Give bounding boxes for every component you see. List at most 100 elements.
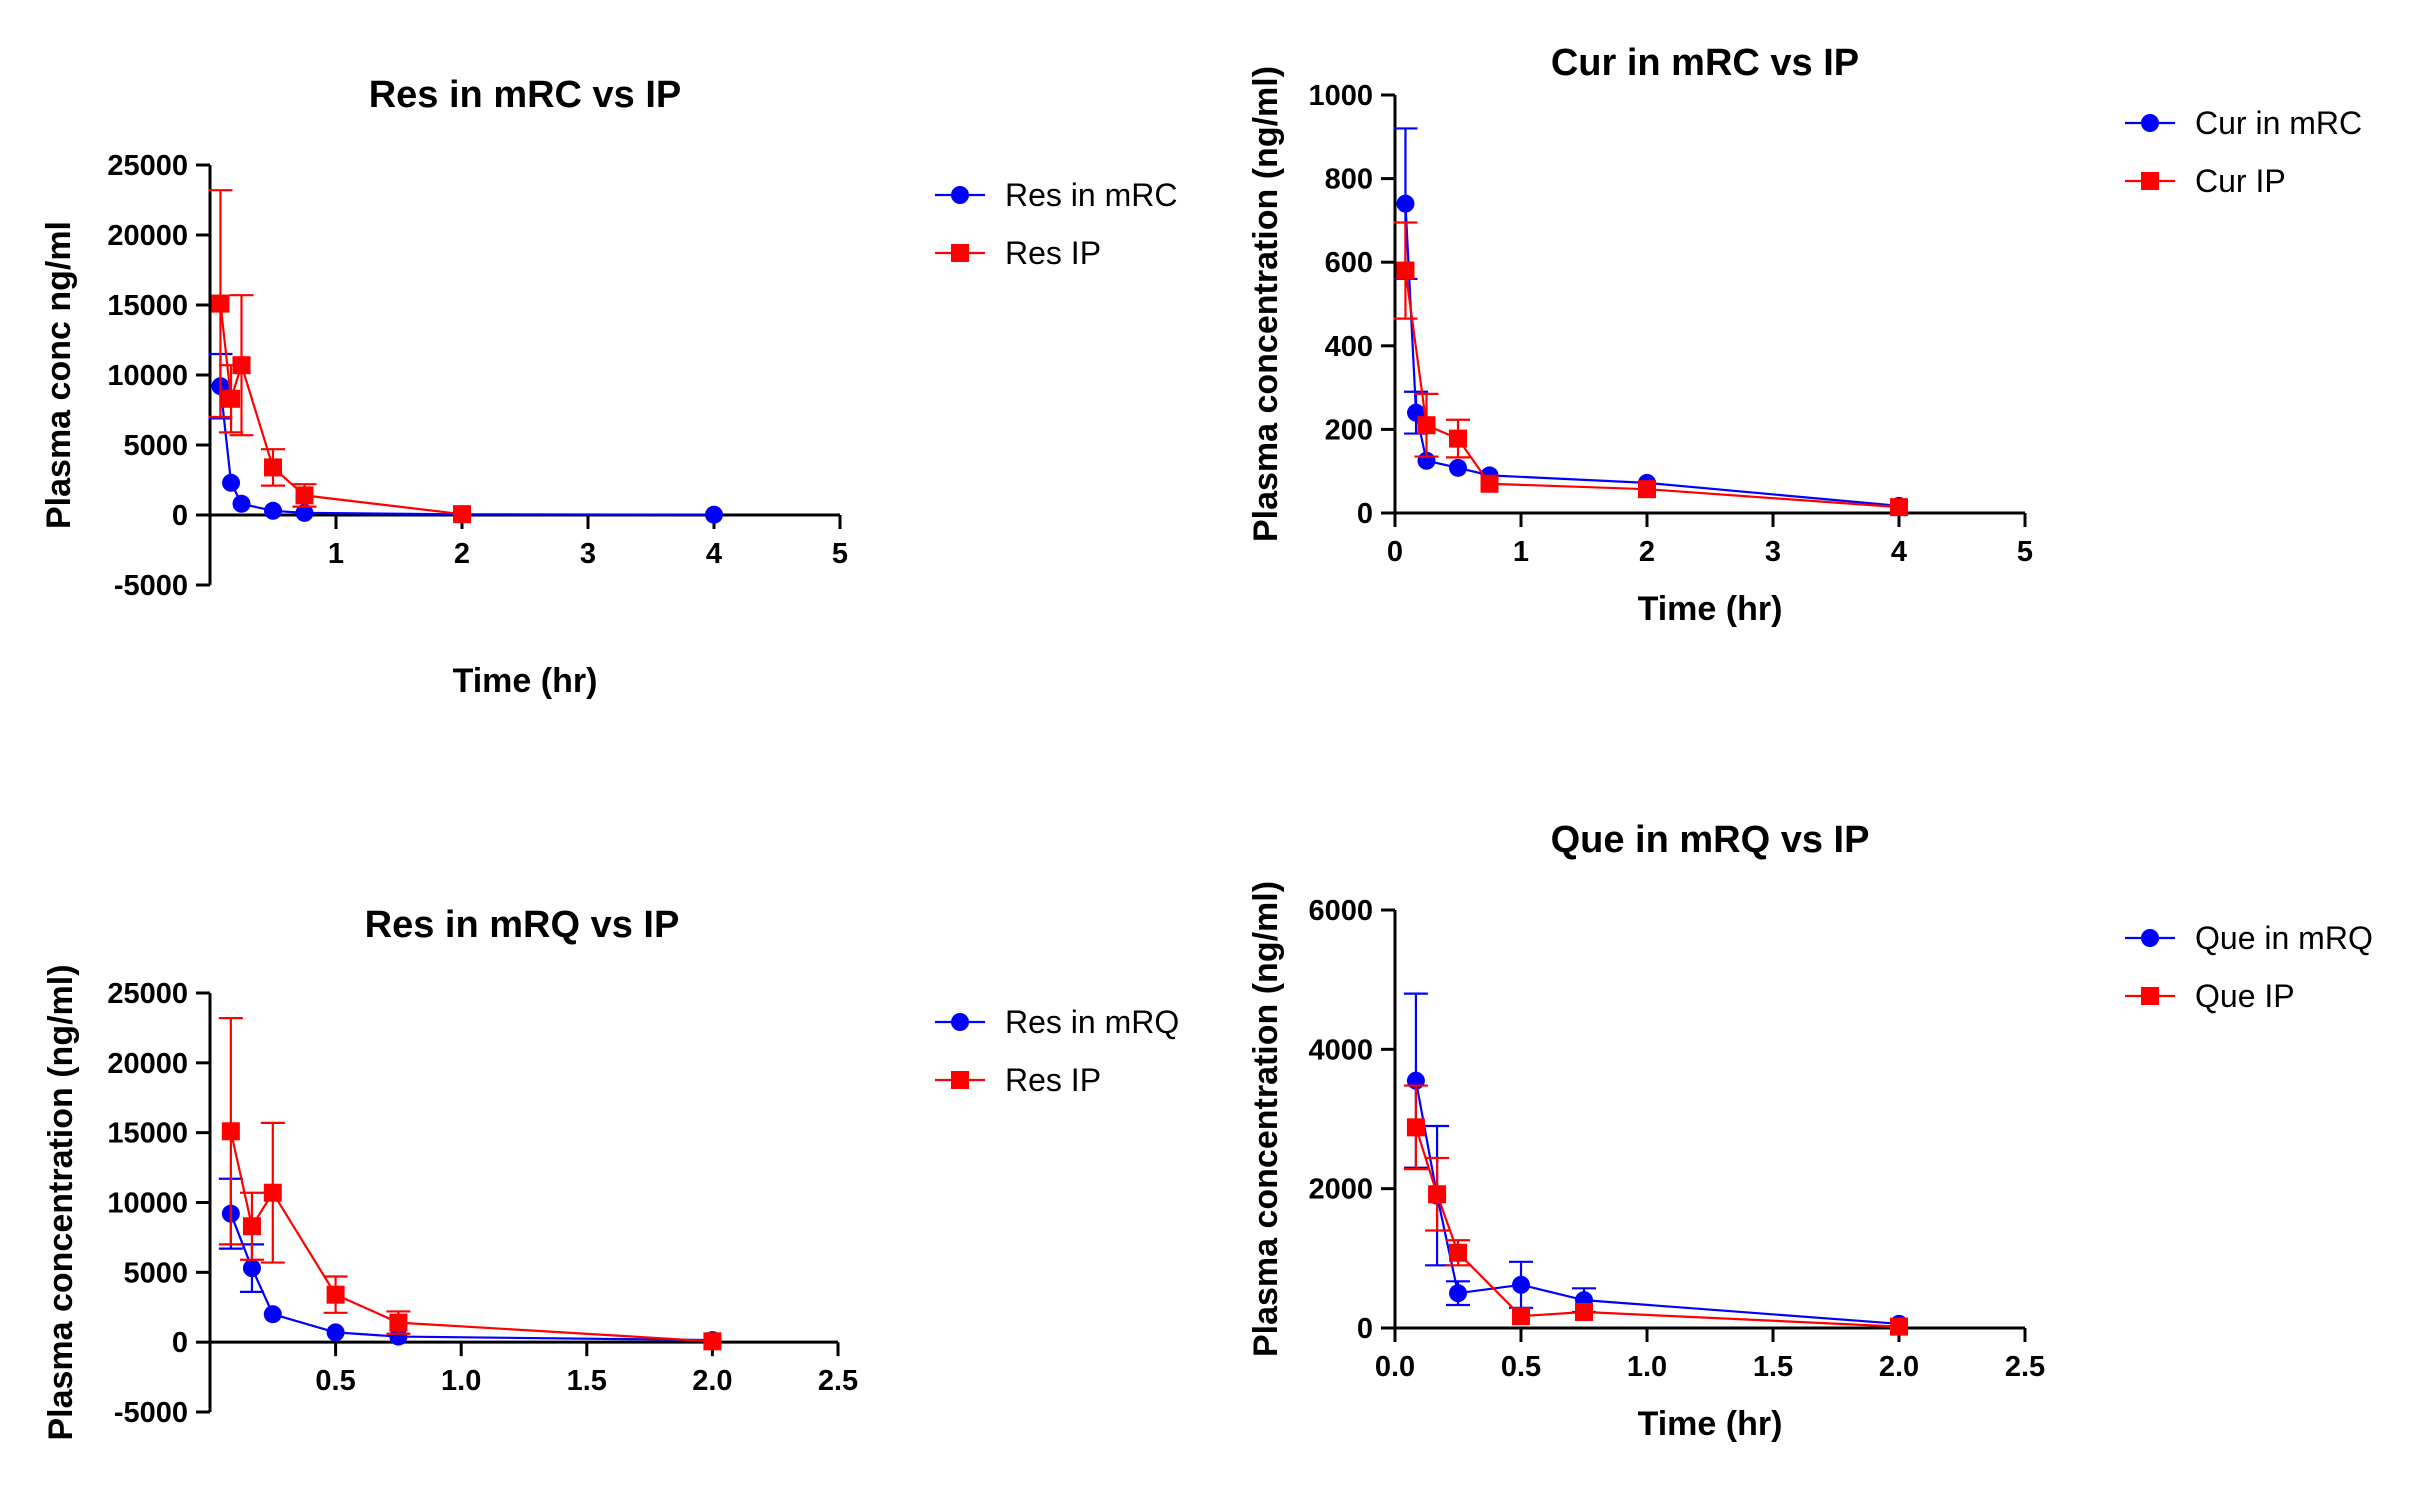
series-line: [229, 1131, 713, 1343]
legend-entry: Res in mRQ: [935, 1004, 1179, 1040]
legend-marker: [951, 186, 969, 204]
data-point: [1449, 429, 1467, 448]
series-line: [219, 303, 463, 516]
x-tick-label: 2.0: [692, 1365, 732, 1397]
chart-title: Cur in mRC vs IP: [1551, 42, 1859, 84]
series-line: [1404, 270, 1900, 509]
data-point: [1396, 261, 1415, 280]
series-2: [208, 189, 471, 524]
y-tick-label: 400: [1325, 331, 1373, 363]
y-tick-label: 15000: [107, 1118, 188, 1150]
series-1: [218, 1177, 722, 1350]
legend-marker: [2141, 172, 2159, 190]
legend-label: Cur IP: [2195, 163, 2286, 199]
data-point: [389, 1327, 408, 1346]
legend-entry: Cur in mRC: [2125, 105, 2362, 141]
y-tick-label: 15000: [107, 290, 188, 322]
y-tick-label: 20000: [107, 220, 188, 252]
chart-panel-3: Res in mRQ vs IP -5000 0 5000 10000 15000 2000…: [42, 904, 1179, 1492]
y-tick-label: 25000: [107, 150, 188, 182]
series-1: [1403, 992, 1908, 1333]
legend-label: Res in mRQ: [1005, 1004, 1179, 1040]
series-2: [1393, 221, 1908, 517]
y-tick-label: 600: [1325, 247, 1373, 279]
y-tick-label: 10000: [107, 360, 188, 392]
x-axis-label: Time (hr): [453, 662, 598, 700]
chart-panel-2: Cur in mRC vs IP 0 200 400 600 800 1000 0 1 2 3 4 5 T…: [1247, 42, 2362, 628]
x-tick-label: 5: [832, 538, 848, 570]
x-tick-label: 2.5: [2005, 1351, 2045, 1383]
x-tick-label: 1: [1513, 536, 1529, 568]
data-point: [1512, 1275, 1530, 1294]
x-axis-label: Time (hr): [452, 1489, 597, 1492]
y-axis-label: Plasma concentration (ng/ml): [1247, 66, 1285, 542]
series-2: [218, 1017, 722, 1351]
series-line: [1414, 1127, 1900, 1328]
data-point: [1449, 1284, 1467, 1303]
y-tick-label: 5000: [123, 430, 188, 462]
data-point: [232, 356, 251, 375]
y-tick-label: 800: [1325, 164, 1373, 196]
data-point: [295, 486, 314, 505]
y-tick-label: 0: [1357, 498, 1373, 530]
y-tick-label: 6000: [1308, 895, 1373, 927]
y-tick-label: 200: [1325, 414, 1373, 446]
x-tick-label: 2: [1639, 536, 1655, 568]
y-tick-label: -5000: [114, 570, 188, 602]
x-tick-label: 1.5: [567, 1365, 607, 1397]
legend-marker: [2141, 114, 2159, 132]
x-tick-label: 3: [1765, 536, 1781, 568]
legend-label: Que IP: [2195, 978, 2295, 1014]
data-point: [1406, 1118, 1425, 1137]
legend-label: Que in mRQ: [2195, 920, 2373, 956]
x-tick-label: 4: [1891, 536, 1907, 568]
data-point: [1428, 1185, 1447, 1204]
y-axis-label: Plasma conc ng/ml: [40, 221, 78, 529]
data-point: [264, 458, 282, 477]
y-tick-label: 0: [172, 500, 188, 532]
y-tick-label: 5000: [123, 1257, 188, 1289]
y-tick-label: 0: [1357, 1313, 1373, 1345]
data-point: [1449, 1243, 1467, 1262]
data-point: [389, 1313, 408, 1332]
x-tick-label: 5: [2017, 536, 2033, 568]
data-point: [1890, 1317, 1908, 1336]
x-tick-label: 3: [580, 538, 596, 570]
y-tick-label: 4000: [1308, 1034, 1373, 1066]
x-tick-label: 0: [1387, 536, 1403, 568]
y-tick-label: 2000: [1308, 1174, 1373, 1206]
chart-title: Res in mRC vs IP: [369, 74, 682, 116]
legend-label: Res IP: [1005, 1062, 1101, 1098]
data-point: [326, 1323, 345, 1342]
data-point: [222, 473, 241, 492]
legend-entry: Res IP: [935, 1062, 1101, 1098]
x-axis-label: Time (hr): [1638, 590, 1783, 628]
legend-entry: Res IP: [935, 235, 1101, 271]
legend-marker: [951, 1071, 969, 1089]
x-tick-label: 2: [454, 538, 470, 570]
series-1: [208, 352, 723, 524]
data-point: [453, 505, 471, 524]
x-tick-label: 0.5: [315, 1365, 355, 1397]
y-tick-label: 25000: [107, 978, 188, 1010]
legend-label: Cur in mRC: [2195, 105, 2362, 141]
y-tick-label: 0: [172, 1327, 188, 1359]
data-point: [242, 1217, 261, 1236]
data-point: [1449, 458, 1467, 477]
legend-marker: [2141, 987, 2159, 1005]
data-point: [1417, 416, 1436, 435]
x-tick-label: 2.0: [1879, 1351, 1919, 1383]
data-point: [1638, 480, 1656, 499]
data-point: [242, 1259, 261, 1278]
y-tick-label: 1000: [1308, 80, 1373, 112]
data-point: [211, 294, 230, 313]
legend-entry: Cur IP: [2125, 163, 2286, 199]
x-tick-label: 1.5: [1753, 1351, 1793, 1383]
y-tick-label: 20000: [107, 1048, 188, 1080]
data-point: [1575, 1302, 1593, 1321]
y-tick-label: 10000: [107, 1188, 188, 1220]
data-point: [1890, 498, 1908, 517]
legend-label: Res in mRC: [1005, 177, 1177, 213]
data-point: [703, 1332, 722, 1351]
